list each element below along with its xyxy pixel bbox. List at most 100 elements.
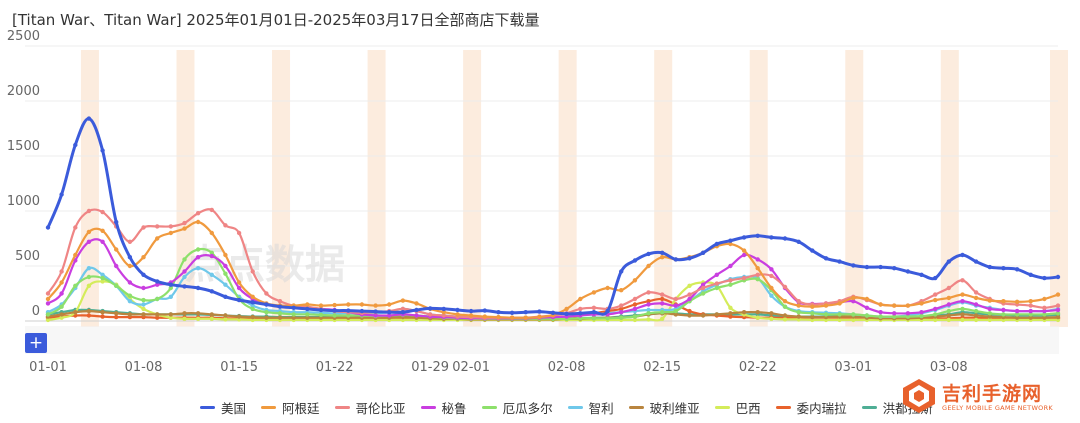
- data-point: [537, 314, 542, 320]
- data-point: [1042, 305, 1047, 310]
- data-point: [1055, 292, 1061, 297]
- data-point: [728, 314, 733, 319]
- legend-item[interactable]: 委内瑞拉: [775, 398, 847, 417]
- data-point: [646, 290, 651, 295]
- legend-item[interactable]: 哥伦比亚: [334, 398, 406, 417]
- data-point: [250, 314, 255, 320]
- data-point: [127, 239, 133, 244]
- data-point: [1055, 274, 1061, 280]
- data-point: [155, 236, 160, 241]
- data-point: [837, 259, 842, 264]
- data-point: [646, 317, 651, 322]
- data-point: [114, 247, 119, 252]
- data-point: [373, 309, 378, 314]
- legend-item[interactable]: 阿根廷: [261, 398, 320, 417]
- data-point: [687, 283, 692, 288]
- data-point: [673, 308, 678, 314]
- data-point: [700, 313, 706, 318]
- data-point: [141, 285, 146, 291]
- series-美国[interactable]: [45, 116, 1061, 317]
- data-point: [250, 303, 255, 308]
- data-point: [1055, 307, 1061, 313]
- data-point: [86, 208, 92, 214]
- data-point: [687, 308, 692, 314]
- data-point: [182, 226, 187, 231]
- data-point: [687, 292, 692, 297]
- data-point: [73, 225, 78, 230]
- data-point: [987, 311, 992, 316]
- data-point: [769, 267, 774, 272]
- data-point: [318, 307, 324, 313]
- logo-title: 吉利手游网: [942, 383, 1043, 405]
- data-point: [73, 252, 78, 258]
- data-point: [933, 292, 938, 297]
- legend-swatch: [200, 406, 215, 409]
- data-point: [878, 310, 883, 315]
- legend-swatch: [567, 406, 583, 409]
- data-point: [646, 299, 651, 304]
- data-point: [755, 315, 760, 320]
- line-chart[interactable]: 0 500 1000 1500 2000 2500 01-01 01-08 01-15 01-2…: [0, 0, 1080, 395]
- data-point: [195, 219, 201, 225]
- data-point: [700, 291, 706, 296]
- legend-label: 厄瓜多尔: [502, 401, 553, 416]
- data-point: [400, 306, 406, 312]
- data-point: [755, 233, 760, 238]
- data-point: [1001, 266, 1006, 271]
- data-point: [673, 296, 678, 302]
- legend-item[interactable]: 美国: [200, 398, 246, 417]
- data-point: [209, 253, 214, 259]
- data-point: [946, 295, 951, 301]
- data-point: [619, 288, 624, 293]
- data-point: [523, 310, 528, 315]
- legend-swatch: [481, 406, 497, 409]
- data-point: [414, 307, 419, 313]
- data-point: [728, 263, 733, 269]
- data-point: [400, 298, 406, 303]
- add-comparison-button[interactable]: +: [25, 333, 47, 353]
- data-point: [960, 299, 965, 304]
- data-point: [741, 235, 747, 240]
- data-point: [482, 314, 487, 319]
- data-point: [987, 317, 992, 323]
- data-point: [223, 223, 228, 228]
- data-point: [209, 230, 214, 236]
- data-point: [100, 275, 105, 281]
- data-point: [168, 285, 173, 291]
- data-point: [114, 263, 119, 269]
- data-point: [155, 279, 160, 284]
- legend-swatch: [261, 406, 277, 409]
- data-point: [864, 296, 870, 302]
- data-point: [59, 291, 64, 296]
- logo-mark-icon: [903, 379, 935, 413]
- x-range-slider[interactable]: [25, 326, 1059, 354]
- data-point: [441, 313, 446, 318]
- legend-item[interactable]: 巴西: [714, 398, 761, 417]
- data-point: [373, 313, 378, 318]
- data-point: [45, 312, 51, 317]
- data-point: [632, 306, 638, 312]
- legend-item[interactable]: 厄瓜多尔: [481, 398, 553, 417]
- data-point: [168, 230, 173, 236]
- brand-logo: 吉利手游网 GEELY MOBILE GAME NETWORK: [900, 375, 1070, 419]
- data-point: [946, 313, 951, 318]
- legend-item[interactable]: 智利: [567, 398, 614, 417]
- legend-item[interactable]: 秘鲁: [420, 398, 467, 417]
- data-point: [223, 282, 228, 287]
- data-point: [277, 311, 283, 316]
- weekend-band: [272, 50, 291, 327]
- data-point: [59, 269, 64, 274]
- legend-item[interactable]: 玻利维亚: [628, 398, 700, 417]
- weekend-band: [558, 50, 577, 327]
- weekend-band: [654, 50, 673, 327]
- data-point: [960, 317, 965, 323]
- data-point: [987, 314, 992, 319]
- weekend-band: [176, 50, 195, 327]
- data-point: [632, 278, 638, 283]
- data-point: [209, 289, 214, 294]
- data-point: [114, 314, 119, 320]
- data-point: [223, 313, 228, 318]
- data-point: [728, 305, 733, 310]
- data-point: [1042, 275, 1047, 281]
- data-point: [155, 312, 160, 317]
